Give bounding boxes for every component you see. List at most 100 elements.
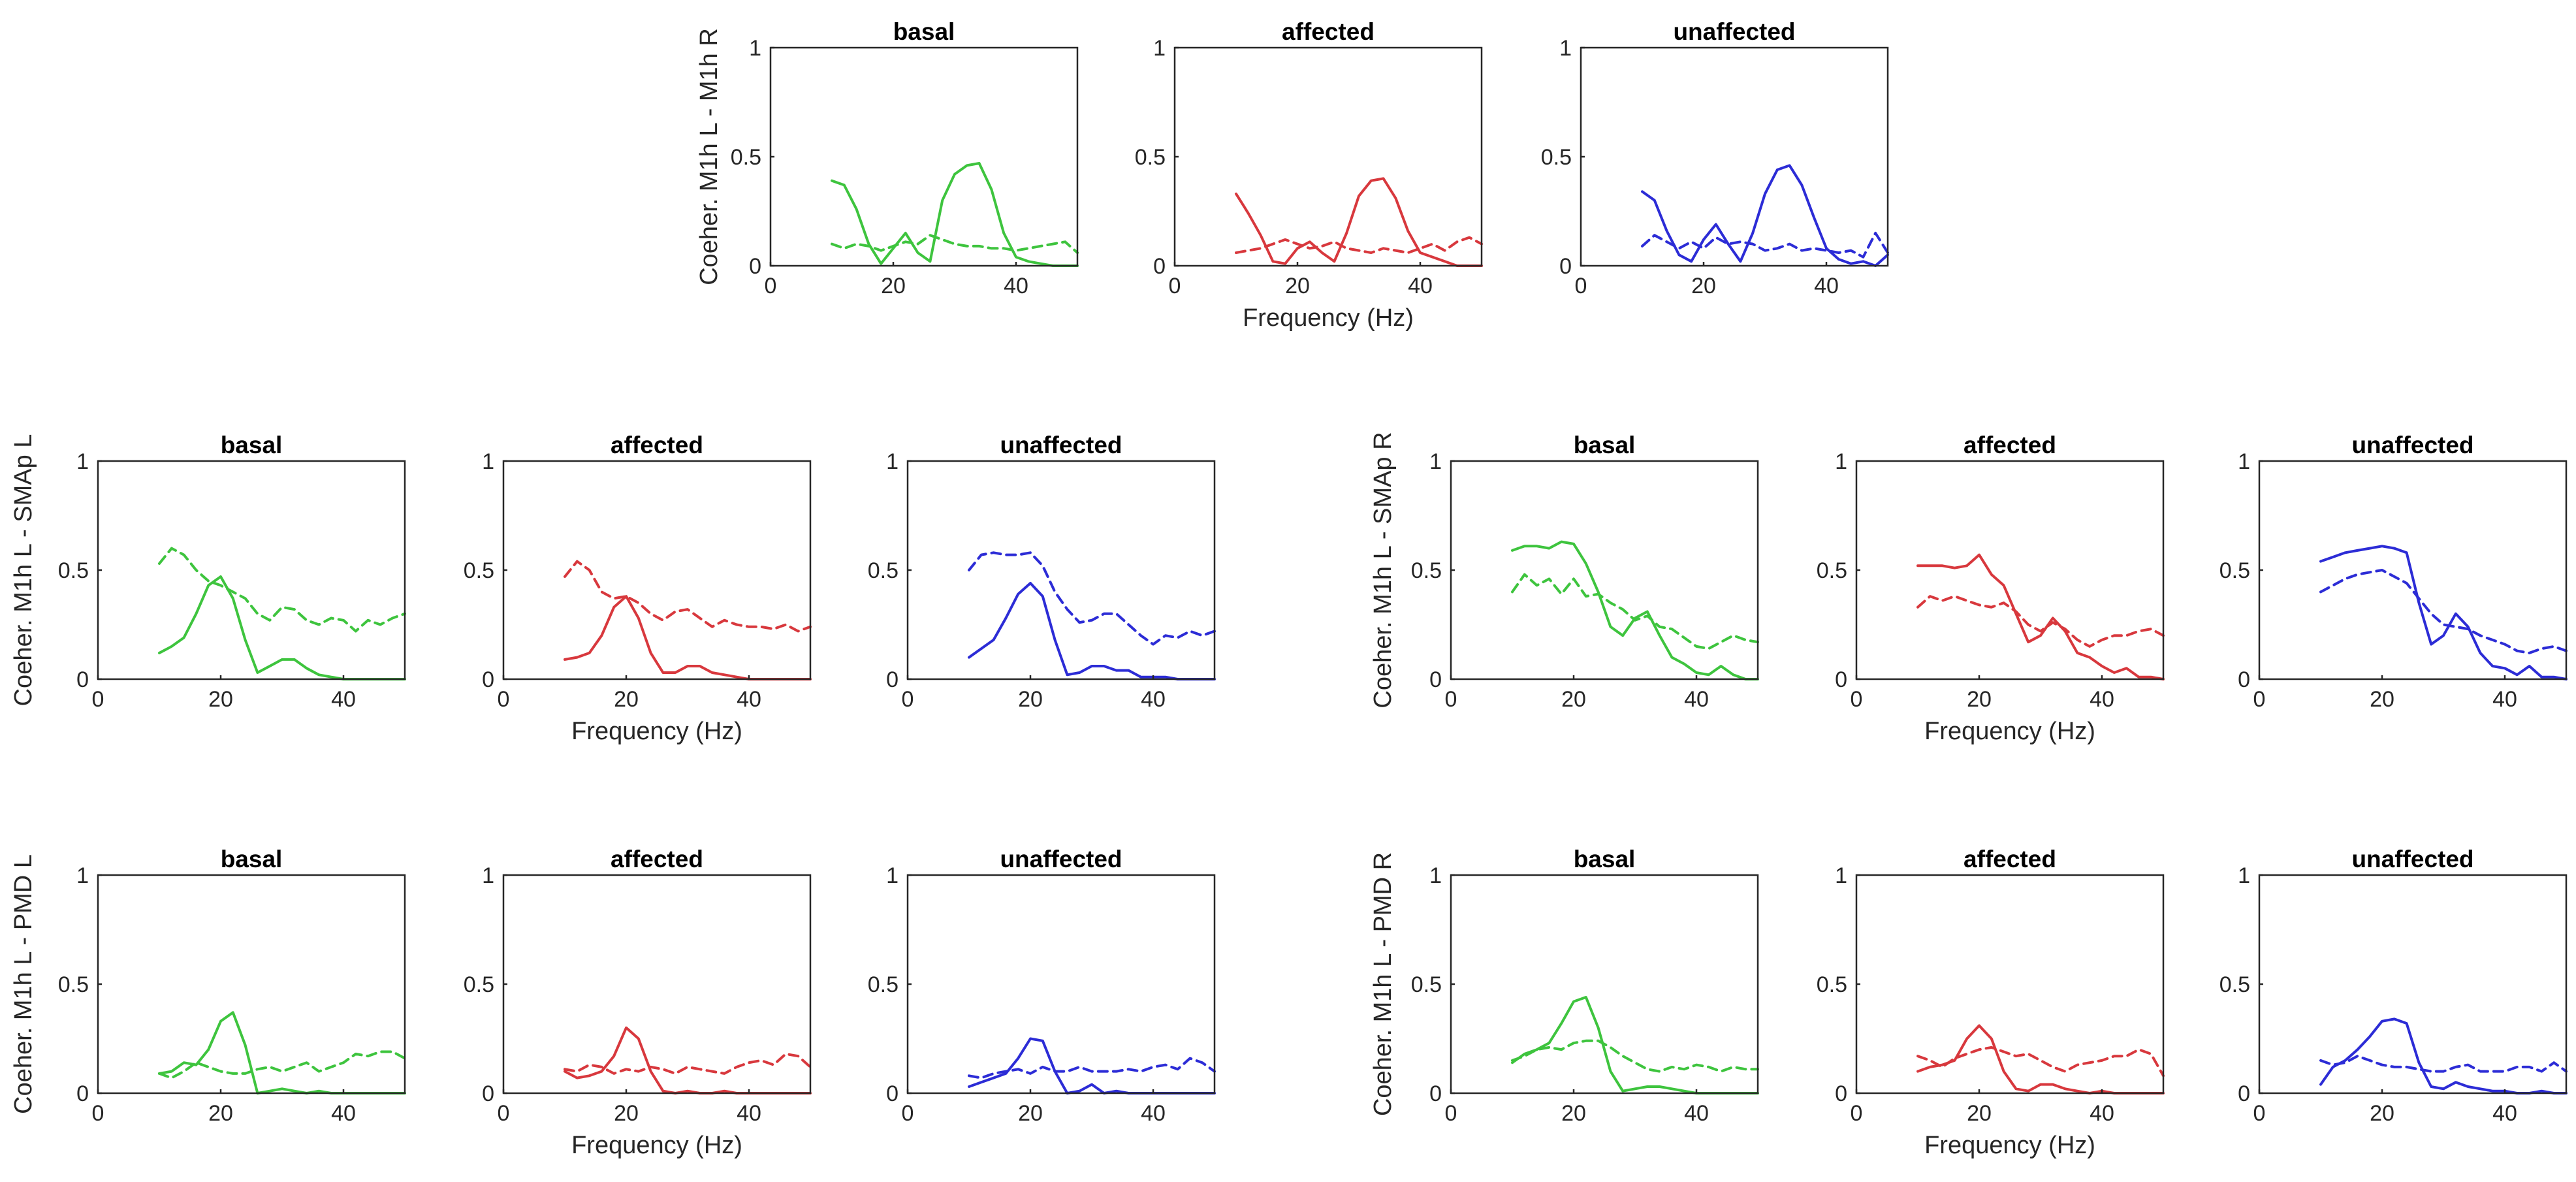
group4-basal-xtick-label: 40 (331, 1101, 356, 1126)
group5-unaffected-ytick-label: 0.5 (2219, 972, 2250, 997)
group2-basal-xtick-label: 0 (92, 687, 104, 712)
group2-unaffected-xtick-label: 0 (902, 687, 914, 712)
group4-affected-solid-line (564, 1026, 812, 1094)
group2-affected-dashed-line (564, 560, 812, 633)
group2-unaffected-xtick-label: 20 (1018, 687, 1043, 712)
group4-affected-xtick-label: 20 (614, 1101, 639, 1126)
group2-affected-title: affected (611, 432, 703, 458)
group5-affected-solid-line (1916, 1024, 2165, 1094)
group3-affected-xtick-label: 40 (2090, 687, 2114, 712)
group5-affected-dashed-line (1916, 1046, 2165, 1078)
group5-unaffected-dashed-line (2319, 1055, 2568, 1073)
group5-basal-title: basal (1574, 846, 1636, 872)
group1-basal-dashed-line (831, 234, 1079, 254)
group3-affected-title: affected (1964, 432, 2056, 458)
group3-affected-solid-line (1916, 553, 2165, 680)
group2-unaffected-solid-line (968, 582, 1216, 680)
group4-affected-xtick-label: 40 (737, 1101, 761, 1126)
group3-unaffected-xtick-label: 0 (2253, 687, 2266, 712)
group3-xlabel: Frequency (Hz) (1924, 718, 2095, 745)
group3-affected-axes-box (1855, 460, 2165, 680)
group2-affected-xtick-label: 40 (737, 687, 761, 712)
group3-basal-xtick-label: 20 (1561, 687, 1586, 712)
group1-xlabel: Frequency (Hz) (1243, 304, 1414, 332)
group3-affected-ytick-label: 0.5 (1817, 558, 1847, 583)
group1-unaffected-xtick-label: 40 (1814, 274, 1839, 298)
group3-unaffected-solid-line (2319, 545, 2568, 680)
group2-ylabel: Coeher. M1h L - SMAp L (10, 434, 37, 707)
group4-unaffected-ytick-label: 1 (886, 863, 898, 888)
group5-affected-xtick-label: 20 (1967, 1101, 1992, 1126)
group2-xlabel: Frequency (Hz) (571, 718, 742, 745)
group2-basal-ytick-label: 0.5 (58, 558, 89, 583)
group3-basal-xtick-label: 40 (1684, 687, 1709, 712)
group5-xlabel: Frequency (Hz) (1924, 1132, 2095, 1159)
group2-unaffected-ytick-label: 1 (886, 449, 898, 474)
group5-unaffected-xtick-label: 0 (2253, 1101, 2266, 1126)
group2-basal-solid-line (158, 575, 406, 680)
group4-unaffected-axes-box (906, 874, 1216, 1094)
group1-unaffected-solid-line (1641, 164, 1889, 267)
group1-affected-title: affected (1282, 18, 1375, 45)
group3-unaffected-ytick-label: 1 (2238, 449, 2250, 474)
group3-unaffected-title: unaffected (2351, 432, 2473, 458)
group1-basal-title: basal (893, 18, 955, 45)
group2-basal-xtick-label: 20 (208, 687, 233, 712)
group4-affected-title: affected (611, 846, 703, 872)
group4-basal-xtick-label: 20 (208, 1101, 233, 1126)
group5-basal-xtick-label: 0 (1445, 1101, 1457, 1126)
group4-unaffected-xtick-label: 0 (902, 1101, 914, 1126)
group4-basal-axes-box (97, 874, 406, 1094)
group1-unaffected-xtick-label: 20 (1691, 274, 1716, 298)
group2-basal-dashed-line (158, 547, 406, 633)
group5-affected-title: affected (1964, 846, 2056, 872)
group1-unaffected-title: unaffected (1673, 18, 1795, 45)
group5-basal-solid-line (1511, 996, 1759, 1094)
group2-unaffected-ytick-label: 0 (886, 667, 898, 692)
group1-unaffected-ytick-label: 1 (1559, 36, 1572, 61)
group4-unaffected-ytick-label: 0 (886, 1081, 898, 1106)
group2-affected-xtick-label: 0 (498, 687, 510, 712)
group1-unaffected-ytick-label: 0 (1559, 254, 1572, 279)
group3-affected-ytick-label: 1 (1835, 449, 1847, 474)
group1-affected-dashed-line (1235, 236, 1483, 254)
group1-basal-xtick-label: 20 (881, 274, 906, 298)
group1-unaffected-xtick-label: 0 (1575, 274, 1587, 298)
group1-unaffected-axes-box (1580, 46, 1889, 267)
group1-affected-ytick-label: 1 (1153, 36, 1166, 61)
group1-affected-ytick-label: 0 (1153, 254, 1166, 279)
group4-unaffected-title: unaffected (1000, 846, 1122, 872)
group4-basal-ytick-label: 0.5 (58, 972, 89, 997)
group3-ylabel: Coeher. M1h L - SMAp R (1369, 432, 1397, 708)
group1-affected-xtick-label: 20 (1285, 274, 1310, 298)
group5-affected-xtick-label: 40 (2090, 1101, 2114, 1126)
group3-basal-solid-line (1511, 540, 1759, 680)
group2-affected-xtick-label: 20 (614, 687, 639, 712)
group5-basal-ytick-label: 1 (1429, 863, 1442, 888)
group1-unaffected-dashed-line (1641, 231, 1889, 259)
group1-affected-ytick-label: 0.5 (1135, 145, 1166, 170)
group5-affected-ytick-label: 0.5 (1817, 972, 1847, 997)
group4-basal-title: basal (221, 846, 283, 872)
group4-xlabel: Frequency (Hz) (571, 1132, 742, 1159)
group3-unaffected-xtick-label: 20 (2370, 687, 2394, 712)
group3-affected-dashed-line (1916, 595, 2165, 648)
group3-affected-ytick-label: 0 (1835, 667, 1847, 692)
group3-basal-dashed-line (1511, 573, 1759, 650)
group2-unaffected-axes-box (906, 460, 1216, 680)
group4-unaffected-xtick-label: 20 (1018, 1101, 1043, 1126)
group5-basal-xtick-label: 20 (1561, 1101, 1586, 1126)
group3-affected-xtick-label: 0 (1851, 687, 1863, 712)
group3-unaffected-axes-box (2258, 460, 2568, 680)
group3-basal-ytick-label: 0.5 (1411, 558, 1442, 583)
group2-affected-ytick-label: 0 (482, 667, 494, 692)
group2-affected-ytick-label: 1 (482, 449, 494, 474)
group3-affected-xtick-label: 20 (1967, 687, 1992, 712)
group2-basal-ytick-label: 1 (76, 449, 89, 474)
group5-unaffected-title: unaffected (2351, 846, 2473, 872)
group4-basal-ytick-label: 1 (76, 863, 89, 888)
group4-affected-xtick-label: 0 (498, 1101, 510, 1126)
group2-basal-xtick-label: 40 (331, 687, 356, 712)
group2-basal-ytick-label: 0 (76, 667, 89, 692)
